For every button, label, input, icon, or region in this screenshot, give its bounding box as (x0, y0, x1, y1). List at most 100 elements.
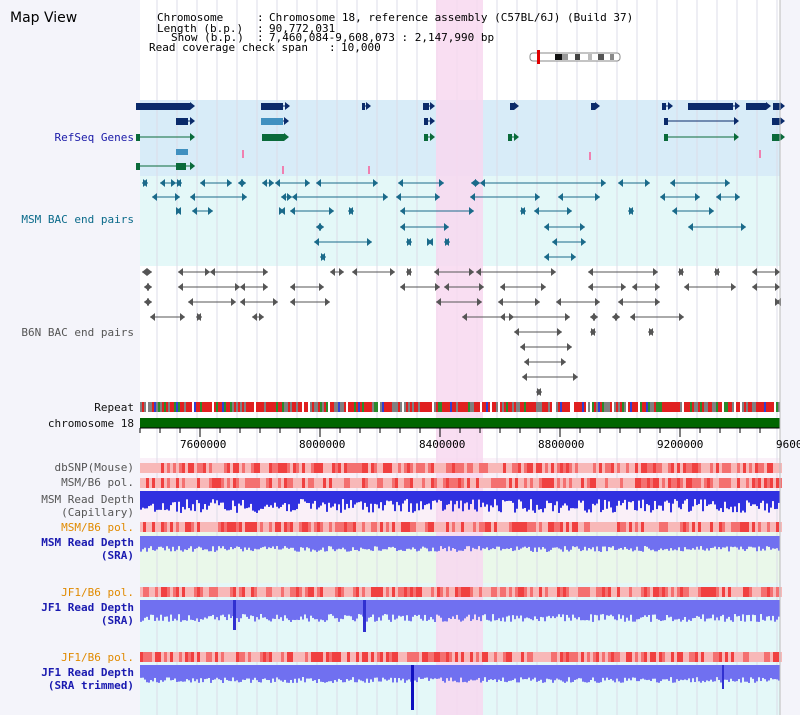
msm-cap-depth-bar (578, 491, 580, 501)
track-label-msm-bac[interactable]: MSM BAC end pairs (21, 213, 134, 226)
dbsnp-cell (434, 463, 437, 473)
dbsnp-cell (410, 463, 413, 473)
msm-b6-pol-cell (353, 522, 356, 532)
jf1-b6-pol-cell (485, 652, 488, 662)
jf1-b6-pol-cell (395, 652, 398, 662)
msm-b6-pol-cell (575, 478, 578, 488)
msm-b6-pol-cell (200, 478, 203, 488)
msm-b6-pol-cell (692, 478, 695, 488)
jf1-b6-pol-cell (575, 652, 578, 662)
msm-b6-pol-cell (725, 478, 728, 488)
msm-sra-depth-bar (742, 536, 744, 550)
jf1-b6-pol-cell (521, 652, 524, 662)
repeat-bar (482, 402, 484, 412)
jf1-trim-depth-bar (594, 665, 596, 682)
msm-sra-depth-bar (664, 536, 666, 550)
jf1-sra-depth-bar (466, 600, 468, 617)
jf1-sra-depth-bar (264, 600, 266, 618)
gene-exon (773, 103, 781, 110)
msm-sra-depth-bar (420, 536, 422, 549)
track-label-chromosome[interactable]: chromosome 18 (47, 417, 134, 430)
msm-b6-pol-cell (371, 522, 374, 532)
jf1-b6-pol-cell (743, 587, 746, 597)
track-label-msm-b6-pol-2[interactable]: MSM/B6 pol. (61, 521, 134, 534)
jf1-sra-depth-bar (350, 600, 352, 617)
msm-sra-depth-bar (698, 536, 700, 550)
jf1-trim-depth-bar (460, 665, 462, 678)
jf1-b6-pol-cell (194, 652, 197, 662)
msm-bac-pair-end (287, 193, 292, 201)
msm-bac-pair-end (321, 253, 326, 261)
jf1-sra-depth-bar (592, 600, 594, 622)
b6n-bac-pair-end (290, 283, 295, 291)
msm-sra-depth-bar (250, 536, 252, 551)
jf1-b6-pol-cell (491, 652, 494, 662)
msm-bac-pair-end (695, 193, 700, 201)
msm-sra-depth-bar (620, 536, 622, 549)
jf1-sra-depth-bar (406, 600, 408, 616)
jf1-trim-depth-bar (344, 665, 346, 683)
jf1-trim-depth-bar (620, 665, 622, 683)
jf1-b6-pol-cell (341, 587, 344, 597)
repeat-bar (610, 402, 612, 412)
msm-sra-depth-bar (708, 536, 710, 551)
track-label-repeat[interactable]: Repeat (94, 401, 134, 414)
jf1-b6-pol-cell (356, 652, 359, 662)
track-label-msm-depth-cap-1[interactable]: MSM Read Depth (41, 493, 134, 506)
jf1-b6-pol-cell (761, 587, 764, 597)
dbsnp-cell (257, 463, 260, 473)
msm-sra-depth-bar (318, 536, 320, 551)
track-label-refseq[interactable]: RefSeq Genes (54, 131, 134, 144)
dbsnp-cell (539, 463, 542, 473)
jf1-b6-pol-cell (590, 652, 593, 662)
msm-sra-depth-bar (218, 536, 220, 547)
track-label-jf1-depth-sra-1[interactable]: JF1 Read Depth (41, 601, 134, 614)
track-label-msm-depth-sra-1[interactable]: MSM Read Depth (41, 536, 134, 549)
dbsnp-cell (152, 463, 155, 473)
jf1-trim-depth-bar (496, 665, 498, 683)
jf1-b6-pol-cell (599, 587, 602, 597)
track-label-b6n-bac[interactable]: B6N BAC end pairs (21, 326, 134, 339)
msm-b6-pol-cell (554, 522, 557, 532)
msm-sra-depth-bar (624, 536, 626, 547)
repeat-bar (738, 402, 740, 412)
repeat-bar (162, 402, 164, 412)
jf1-b6-pol-cell (380, 587, 383, 597)
msm-b6-pol-cell (752, 522, 755, 532)
jf1-trim-depth-bar (428, 665, 430, 681)
ideogram-band (562, 54, 568, 60)
msm-sra-depth-bar (626, 536, 628, 549)
track-label-jf1-b6-pol-1[interactable]: JF1/B6 pol. (61, 586, 134, 599)
track-label-jf1-b6-pol-2[interactable]: JF1/B6 pol. (61, 651, 134, 664)
msm-sra-depth-bar (768, 536, 770, 547)
msm-cap-depth-bar (602, 491, 604, 510)
msm-sra-depth-bar (396, 536, 398, 552)
repeat-bar (236, 402, 238, 412)
msm-cap-depth-bar (682, 491, 684, 504)
msm-sra-depth-bar (536, 536, 538, 552)
jf1-trim-depth-bar (742, 665, 744, 678)
jf1-sra-depth-bar (748, 600, 750, 615)
msm-cap-depth-bar (436, 491, 438, 503)
jf1-sra-depth-bar (208, 600, 210, 617)
msm-sra-depth-bar (736, 536, 738, 548)
msm-sra-depth-bar (266, 536, 268, 550)
dbsnp-cell (464, 463, 467, 473)
msm-cap-depth-bar (418, 491, 420, 511)
track-label-dbsnp[interactable]: dbSNP(Mouse) (54, 461, 134, 474)
jf1-trim-depth-bar (600, 665, 602, 683)
dbsnp-cell (155, 463, 158, 473)
b6n-bac-pair-end (556, 298, 561, 306)
track-label-msm-b6-pol-1[interactable]: MSM/B6 pol. (61, 476, 134, 489)
msm-bac-pair-end (552, 238, 557, 246)
jf1-sra-depth-bar (608, 600, 610, 616)
msm-cap-depth-bar (148, 491, 150, 507)
repeat-bar (694, 402, 696, 412)
jf1-trim-depth-bar (354, 665, 356, 683)
track-label-jf1-depth-trim-1[interactable]: JF1 Read Depth (41, 666, 134, 679)
repeat-bar (220, 402, 222, 412)
jf1-sra-depth-bar (308, 600, 310, 622)
msm-b6-pol-cell (740, 522, 743, 532)
repeat-bar (292, 402, 294, 412)
